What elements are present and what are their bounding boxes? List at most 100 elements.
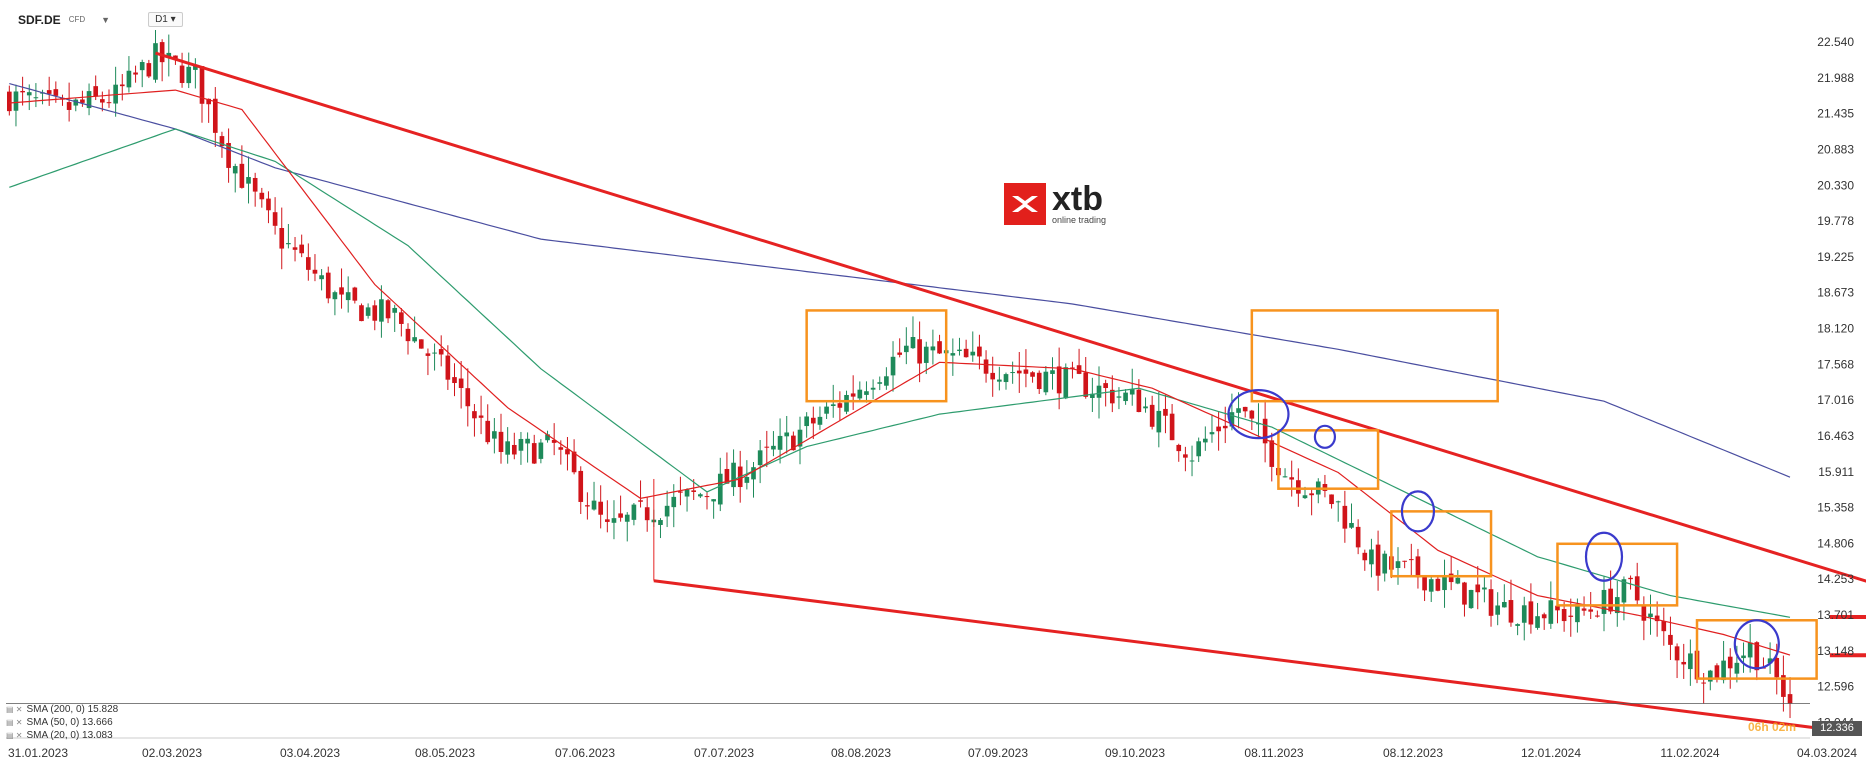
- candle: [1036, 370, 1042, 394]
- candle: [1056, 347, 1062, 410]
- candle: [531, 434, 537, 464]
- eye-icon[interactable]: ▤ ✕: [6, 731, 23, 740]
- candle-body: [1010, 372, 1015, 374]
- candle: [890, 341, 896, 392]
- x-tick-label: 31.01.2023: [8, 746, 68, 760]
- candle-body: [1289, 477, 1295, 480]
- candle-body: [1641, 605, 1647, 621]
- candle-body: [452, 377, 457, 384]
- candle-body: [1056, 366, 1062, 394]
- candle-body: [565, 449, 570, 455]
- candle-body: [751, 467, 756, 480]
- candle-body: [698, 494, 703, 497]
- y-tick-label: 20.330: [1817, 178, 1854, 192]
- candle-body: [1309, 493, 1314, 496]
- candle: [1395, 547, 1401, 585]
- candle-body: [186, 66, 192, 84]
- candle-body: [1090, 393, 1095, 398]
- eye-icon[interactable]: ▤ ✕: [6, 705, 23, 714]
- candle-body: [731, 462, 736, 488]
- candle: [1741, 642, 1746, 673]
- legend-item[interactable]: ▤ ✕ SMA (20, 0) 13.083: [6, 729, 118, 742]
- candle: [266, 191, 271, 224]
- candle-body: [1721, 660, 1726, 681]
- candle-body: [997, 379, 1002, 382]
- candle: [1202, 426, 1208, 451]
- candle-body: [385, 300, 391, 319]
- consolidation-box: [805, 309, 948, 403]
- candle-body: [6, 91, 12, 112]
- candle-body: [1741, 655, 1746, 659]
- candle: [565, 437, 570, 471]
- candle-body: [418, 339, 424, 349]
- candle: [1103, 379, 1108, 407]
- candle: [60, 94, 65, 106]
- candle-body: [1608, 588, 1613, 612]
- candle: [638, 480, 643, 508]
- candle: [585, 492, 590, 520]
- annotations: [6, 51, 1866, 732]
- candle-body: [1063, 367, 1069, 399]
- candle-body: [757, 450, 763, 466]
- candle: [578, 466, 584, 515]
- candle: [292, 236, 298, 262]
- eye-icon[interactable]: ▤ ✕: [6, 718, 23, 727]
- candle: [1488, 579, 1494, 627]
- candle-body: [1581, 608, 1587, 611]
- candle-body: [1209, 432, 1215, 435]
- candle: [1322, 474, 1328, 498]
- candle-body: [332, 292, 338, 300]
- candle: [764, 430, 770, 468]
- candle-body: [1369, 549, 1374, 565]
- candle: [1249, 409, 1255, 431]
- candle-body: [272, 212, 278, 226]
- timeframe-select[interactable]: D1 ▾: [148, 12, 183, 27]
- candle-body: [485, 420, 491, 443]
- legend-item[interactable]: ▤ ✕ SMA (200, 0) 15.828: [6, 703, 118, 716]
- candle-body: [797, 429, 803, 447]
- candle: [126, 56, 132, 93]
- candle: [1063, 363, 1069, 400]
- candle-body: [119, 84, 125, 87]
- candle: [1641, 596, 1647, 641]
- candle: [797, 416, 803, 465]
- candle-body: [1661, 621, 1667, 632]
- candle-body: [458, 378, 464, 389]
- candle: [1402, 560, 1407, 569]
- candle: [810, 406, 816, 440]
- candle: [485, 404, 491, 445]
- candle-body: [219, 136, 225, 147]
- candle: [837, 391, 843, 421]
- candle-body: [1123, 392, 1128, 402]
- candle: [232, 163, 238, 193]
- candle-body: [259, 192, 265, 200]
- candle-body: [531, 443, 537, 464]
- rejection-circle: [1733, 619, 1780, 670]
- candle-body: [977, 346, 982, 357]
- candle: [345, 276, 351, 313]
- y-tick-label: 13.148: [1817, 644, 1854, 658]
- candle-body: [1050, 370, 1055, 374]
- chevron-down-icon[interactable]: ▼: [101, 14, 111, 25]
- candle: [246, 156, 251, 204]
- sma200-line: [9, 83, 1791, 478]
- y-tick-label: 14.253: [1817, 572, 1854, 586]
- candle-body: [1482, 587, 1487, 590]
- candle: [1462, 581, 1467, 617]
- candle: [724, 452, 730, 484]
- candle: [711, 499, 716, 519]
- candle-body: [545, 434, 550, 441]
- candle-body: [638, 500, 643, 502]
- candle-body: [166, 52, 172, 58]
- y-tick-label: 16.463: [1817, 429, 1854, 443]
- candle-body: [399, 312, 404, 324]
- legend-item[interactable]: ▤ ✕ SMA (50, 0) 13.666: [6, 716, 118, 729]
- candle: [771, 431, 776, 457]
- candle-body: [1648, 613, 1653, 617]
- candle-body: [777, 435, 783, 450]
- candle-body: [232, 166, 238, 174]
- candle: [817, 406, 823, 430]
- candle: [1342, 490, 1348, 543]
- candle: [671, 484, 677, 528]
- candle-body: [1501, 601, 1507, 608]
